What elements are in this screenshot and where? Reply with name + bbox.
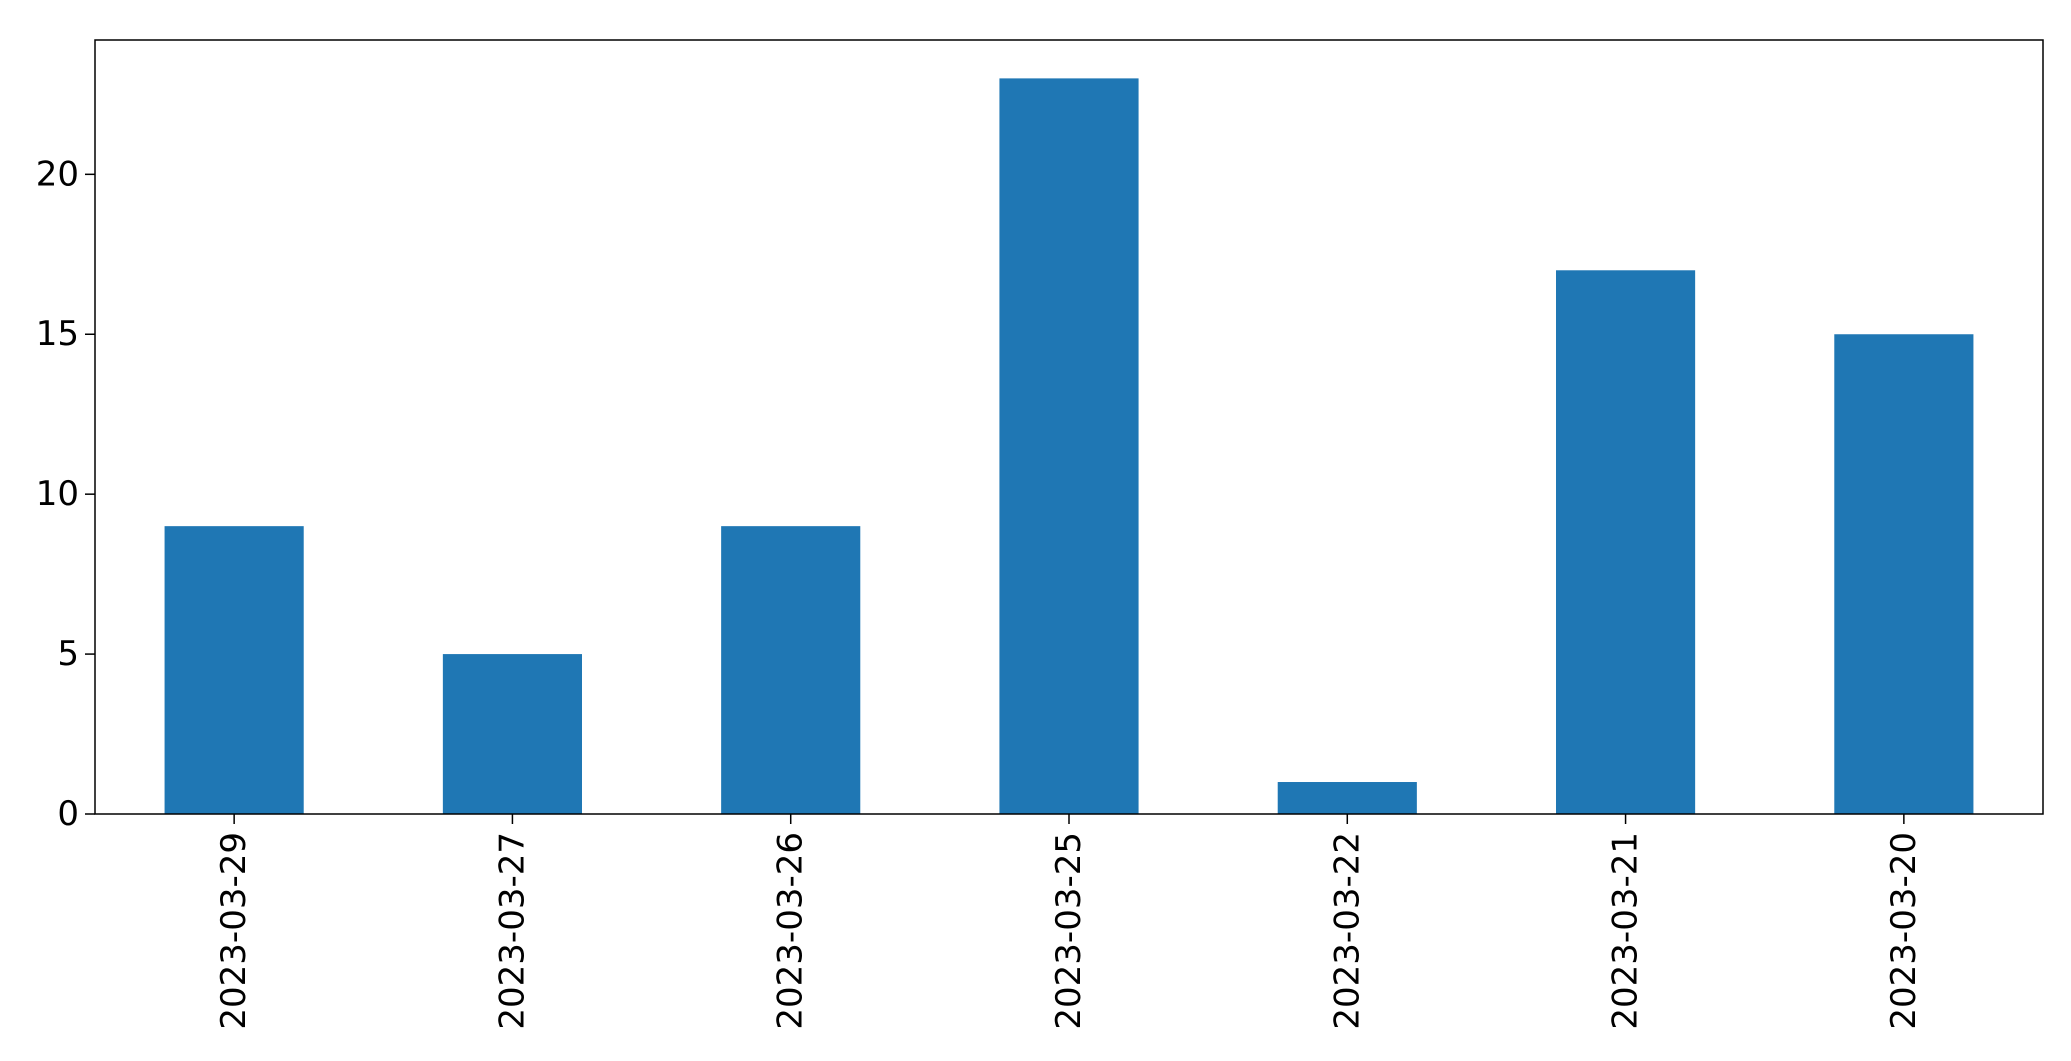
x-tick-label: 2023-03-25 [1049,832,1089,1030]
y-axis: 0 5 10 15 20 [36,154,95,834]
x-tick-label: 2023-03-20 [1884,832,1924,1030]
y-tick-label: 15 [36,314,79,354]
x-tick-label: 2023-03-26 [771,832,811,1030]
bar-2023-03-22 [1277,782,1417,814]
bars-group [164,78,1974,814]
bar-2023-03-29 [164,526,304,814]
x-tick-label: 2023-03-29 [214,832,254,1030]
bar-2023-03-20 [1834,334,1974,814]
bar-2023-03-27 [442,654,582,814]
x-tick-label: 2023-03-21 [1606,832,1646,1030]
bar-2023-03-26 [721,526,861,814]
x-axis: 2023-03-29 2023-03-27 2023-03-26 2023-03-25… [214,814,1924,1030]
y-tick-label: 5 [57,634,79,674]
y-tick-label: 0 [57,794,79,834]
x-tick-label: 2023-03-22 [1327,832,1367,1030]
bar-2023-03-25 [999,78,1139,814]
y-tick-label: 10 [36,474,79,514]
bar-2023-03-21 [1556,270,1696,814]
x-tick-label: 2023-03-27 [492,832,532,1030]
y-tick-label: 20 [36,154,79,194]
